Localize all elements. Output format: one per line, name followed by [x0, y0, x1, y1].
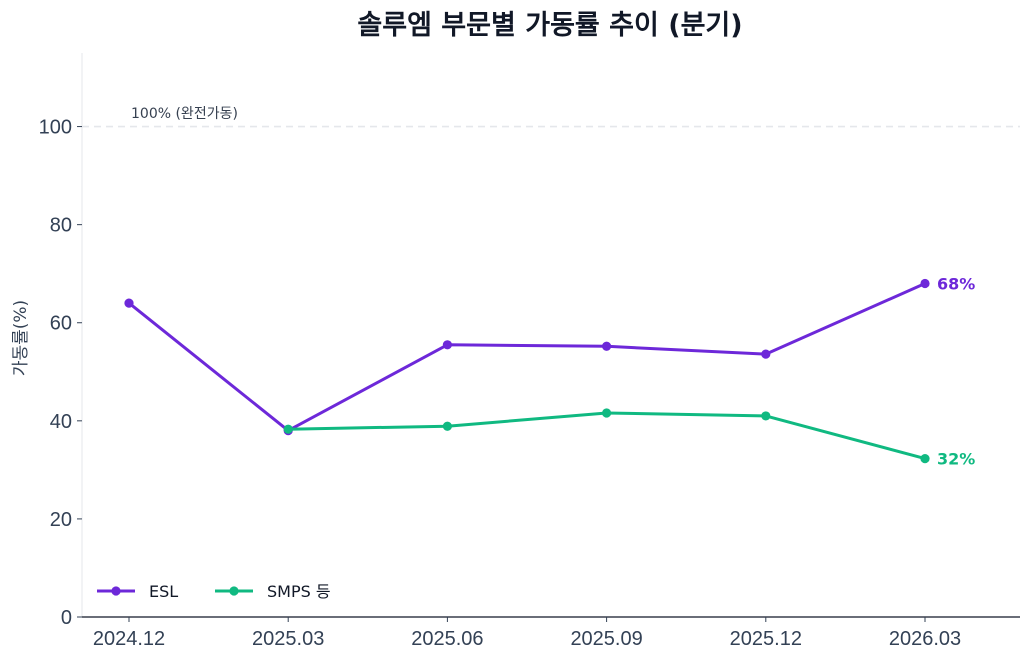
- series-1: 68%: [124, 275, 975, 436]
- x-tick-label: 2025.12: [730, 628, 802, 650]
- legend-item: SMPS 등: [215, 582, 331, 601]
- series-line: [288, 411, 926, 461]
- x-tick-label: 2025.09: [570, 628, 642, 650]
- legend-marker: [229, 586, 239, 596]
- legend-label: ESL: [149, 582, 178, 601]
- data-point: [920, 278, 930, 289]
- y-tick-label: 40: [50, 411, 72, 433]
- axes: 0 20 40 60 80 100 2024.12 2025.03 2025.06 2025.09…: [39, 53, 1020, 650]
- chart-title: 솔루엠 부문별 가동률 추이 (분기): [357, 10, 742, 41]
- end-value-label: 32%: [937, 450, 975, 469]
- legend-marker: [111, 586, 121, 596]
- series-2: 32%: [283, 408, 975, 469]
- data-point: [442, 340, 452, 350]
- legend-item: ESL: [97, 582, 178, 601]
- legend: ESL SMPS 등: [97, 582, 331, 601]
- x-tick-label: 2026.03: [889, 628, 961, 650]
- data-point: [602, 341, 612, 351]
- data-point: [920, 453, 930, 464]
- x-tick-label: 2024.12: [93, 628, 165, 650]
- y-tick-label: 0: [61, 607, 72, 629]
- reference-line-label: 100% (완전가동): [131, 106, 238, 122]
- data-point: [761, 411, 771, 421]
- series-line: [128, 282, 926, 433]
- data-point: [283, 424, 293, 434]
- data-point: [124, 298, 134, 308]
- end-value-label: 68%: [937, 275, 975, 294]
- legend-label: SMPS 등: [267, 582, 331, 601]
- y-tick-label: 20: [50, 509, 72, 531]
- y-tick-label: 60: [50, 313, 72, 335]
- series-group: 68% 32%: [124, 275, 975, 469]
- y-tick-label: 100: [39, 117, 72, 139]
- reference-line-group: 100% (완전가동): [82, 106, 1020, 128]
- x-tick-label: 2025.03: [252, 628, 324, 650]
- data-point: [442, 421, 452, 431]
- data-point: [602, 408, 612, 418]
- y-tick-label: 80: [50, 215, 72, 237]
- y-axis-label: 가동률(%): [11, 300, 31, 376]
- data-point: [761, 349, 771, 359]
- x-tick-label: 2025.06: [411, 628, 483, 650]
